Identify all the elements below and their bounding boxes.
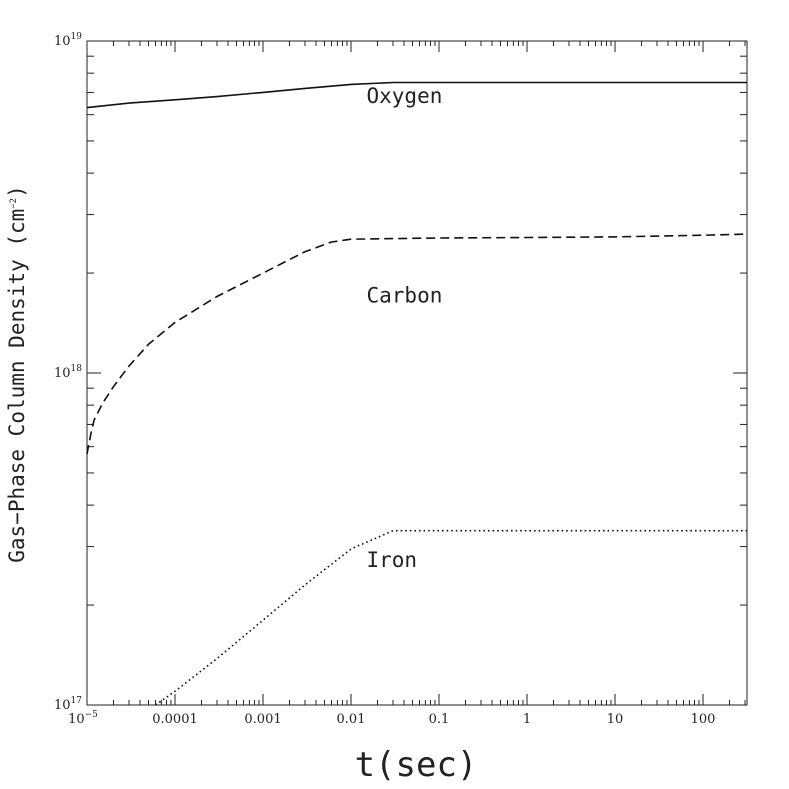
x-tick-label-base: 10 (607, 712, 624, 727)
x-tick-label: 10−5 (68, 710, 98, 727)
minor-ticks (87, 41, 747, 705)
series-group (86, 81, 748, 706)
y-tick-label-exponent: 19 (71, 32, 83, 42)
x-tick-label-base: 0.001 (244, 712, 281, 727)
x-tick-label: 1 (523, 712, 531, 727)
x-tick-label-base: 0.0001 (152, 712, 198, 727)
y-tick-label-base: 10 (54, 34, 71, 49)
y-tick-label: 1019 (54, 32, 82, 49)
series-label-carbon: Carbon (367, 284, 443, 308)
x-tick-label-base: 0.1 (429, 712, 450, 727)
x-axis-title: t(sec) (355, 745, 478, 785)
series-line-oxygen (86, 81, 747, 109)
y-tick-label-base: 10 (54, 366, 71, 381)
x-tick-label: 0.001 (244, 712, 281, 727)
y-axis-title-close: ) (5, 185, 29, 198)
x-tick-label: 0.01 (337, 712, 366, 727)
y-axis-title-exponent: −2 (9, 198, 19, 209)
x-tick-label: 0.0001 (152, 712, 198, 727)
y-tick-label-base: 10 (54, 698, 71, 713)
x-tick-label-base: 100 (691, 712, 716, 727)
x-tick-label-base: 1 (523, 712, 531, 727)
series-label-iron: Iron (367, 548, 418, 572)
plot-frame (86, 40, 748, 706)
y-tick-label-exponent: 17 (71, 696, 83, 706)
series-line-carbon (86, 233, 748, 455)
y-axis-title-main: Gas−Phase Column Density (cm (5, 209, 29, 563)
x-tick-label: 100 (691, 712, 716, 727)
x-tick-label-base: 10 (68, 712, 85, 727)
series-line-iron (155, 529, 747, 706)
annotations: Oxygen Carbon Iron (367, 84, 443, 572)
x-tick-label-base: 0.01 (337, 712, 366, 727)
x-tick-label: 10 (607, 712, 624, 727)
x-tick-label-exponent: −5 (85, 710, 99, 720)
x-tick-labels: 10−5 0.0001 0.001 0.01 0.1 1 10 100 (68, 710, 715, 727)
y-tick-label: 1017 (54, 696, 82, 713)
x-tick-label: 0.1 (429, 712, 450, 727)
y-tick-label-exponent: 18 (71, 364, 83, 374)
y-axis-title: Gas−Phase Column Density (cm−2) (5, 185, 29, 563)
major-ticks (86, 40, 747, 706)
series-label-oxygen: Oxygen (367, 84, 443, 108)
y-tick-label: 1018 (54, 364, 82, 381)
